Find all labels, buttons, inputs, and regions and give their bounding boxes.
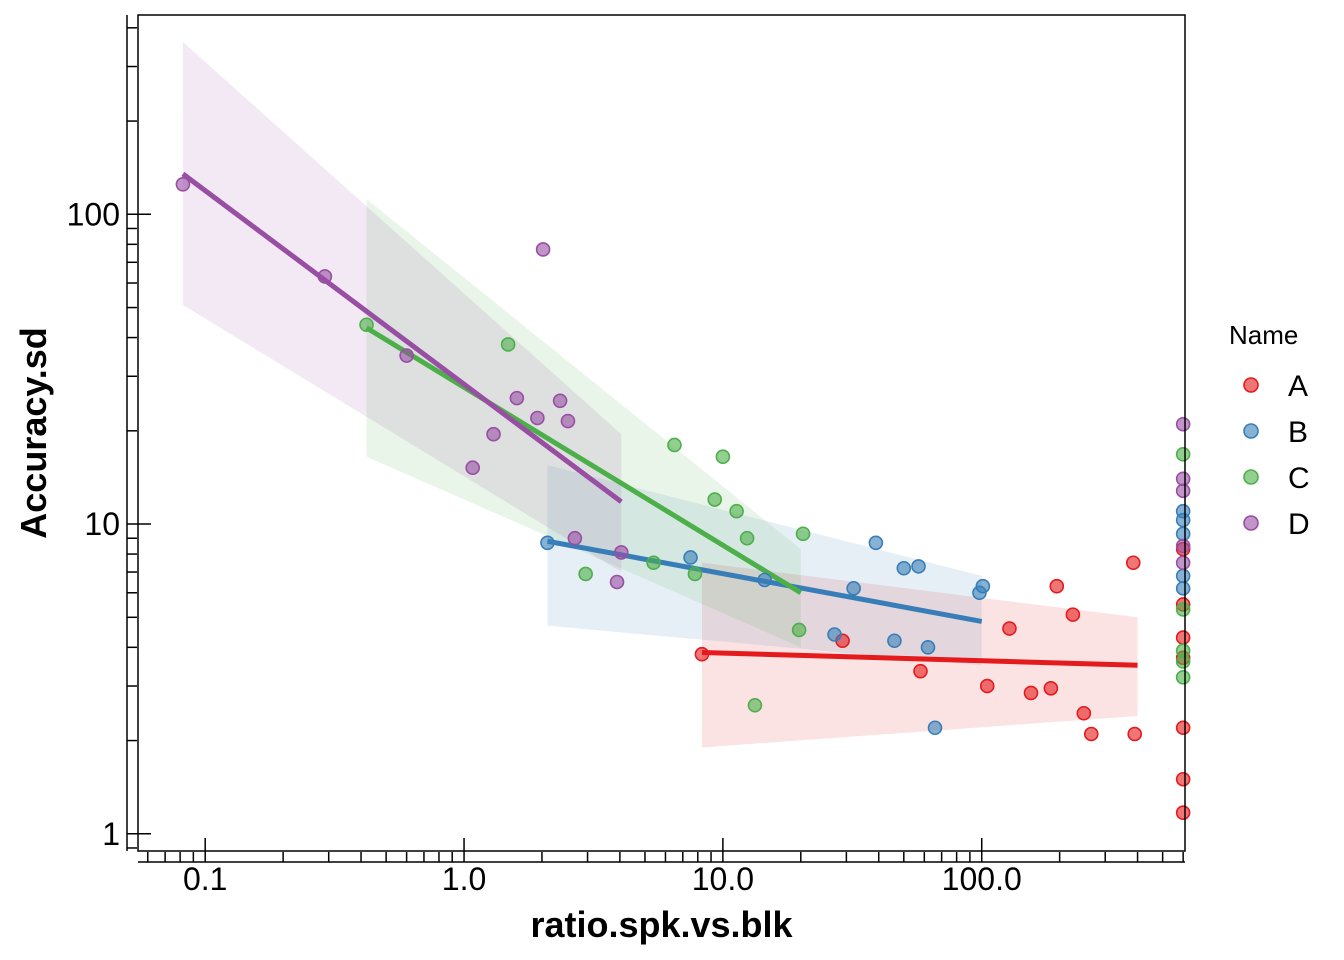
point-d [1175,555,1191,571]
x-tick-label: 1.0 [442,861,486,897]
point-b [1175,568,1191,584]
point-a [1076,705,1092,721]
point-b [683,550,698,565]
point-a [1023,685,1039,701]
y-tick-label: 1 [102,816,120,852]
legend-label-d: D [1288,508,1310,541]
legend-key-a [1243,377,1259,393]
point-b [868,535,884,551]
point-b [827,627,842,642]
point-d [509,390,525,406]
point-c [795,526,811,542]
point-b [911,559,926,574]
confidence-band-c [366,199,801,648]
point-a [1175,805,1191,820]
point-d [1175,471,1191,487]
point-d [399,348,414,363]
point-d [175,176,191,192]
point-c [1175,446,1191,462]
legend-key-c [1243,469,1259,485]
point-d [552,393,568,409]
point-b [920,640,936,655]
confidence-band-b [547,465,982,666]
point-d [530,410,545,426]
point-c [578,566,593,582]
point-b [1175,526,1191,542]
data-points [175,176,1191,820]
y-tick-label: 100 [67,196,120,232]
legend-key-d [1243,515,1259,531]
point-d [535,242,551,257]
plot-frame [137,14,1186,852]
point-d [1175,538,1191,554]
point-a [913,663,928,679]
point-a [1083,726,1099,742]
point-c [747,697,763,713]
point-c [646,555,661,571]
y-axis: 1 10 100 [67,15,151,852]
legend-label-c: C [1288,462,1310,495]
confidence-band-d [182,41,622,573]
point-a [1049,578,1065,594]
point-b [927,720,943,736]
point-c [1175,643,1191,659]
point-d [465,460,480,476]
legend-key-b [1243,423,1259,439]
point-d [486,426,501,442]
point-b [1175,581,1191,596]
x-axis-title: ratio.spk.vs.blk [530,904,793,945]
y-axis-title: Accuracy.sd [13,327,54,538]
point-b [975,578,991,594]
point-c [359,317,374,333]
point-d [609,574,625,590]
point-d [1175,416,1191,432]
point-b [896,560,912,576]
point-a [1127,726,1143,742]
regression-line-c [365,325,803,595]
x-tick-label: 0.1 [183,861,227,897]
point-a [1065,607,1081,622]
x-axis: 0.1 1.0 10.0 100.0 [138,838,1185,897]
regression-line-d [181,171,623,504]
point-a [1002,621,1017,636]
point-c [715,449,731,464]
point-b [887,633,902,649]
point-c [729,503,744,519]
legend-label-a: A [1288,370,1308,403]
point-b [757,572,772,588]
point-a [1175,771,1191,787]
point-b [1175,512,1191,528]
point-c [791,622,807,638]
point-a [1125,555,1141,571]
x-tick-label: 10.0 [692,861,754,897]
point-d [317,269,333,284]
confidence-bands [182,41,1138,748]
point-c [707,492,723,507]
point-c [1175,602,1191,617]
point-d [613,545,629,560]
point-c [500,337,516,352]
x-tick-label: 100.0 [942,861,1022,897]
point-b [846,581,861,596]
legend-title: Name [1229,320,1298,350]
point-c [687,566,703,582]
point-c [667,437,682,453]
regression-line-a [701,649,1138,668]
y-tick-label: 10 [84,506,120,542]
point-c [739,530,755,546]
point-c [1175,670,1191,685]
point-b [540,535,555,551]
confidence-band-a [701,562,1138,748]
point-d [1175,483,1191,499]
point-a [979,678,995,694]
point-d [560,413,576,429]
point-a [1175,630,1191,645]
point-a [694,646,710,662]
point-a [1175,720,1191,736]
point-d [567,530,583,546]
legend-label-b: B [1288,416,1308,449]
point-a [1043,680,1059,696]
